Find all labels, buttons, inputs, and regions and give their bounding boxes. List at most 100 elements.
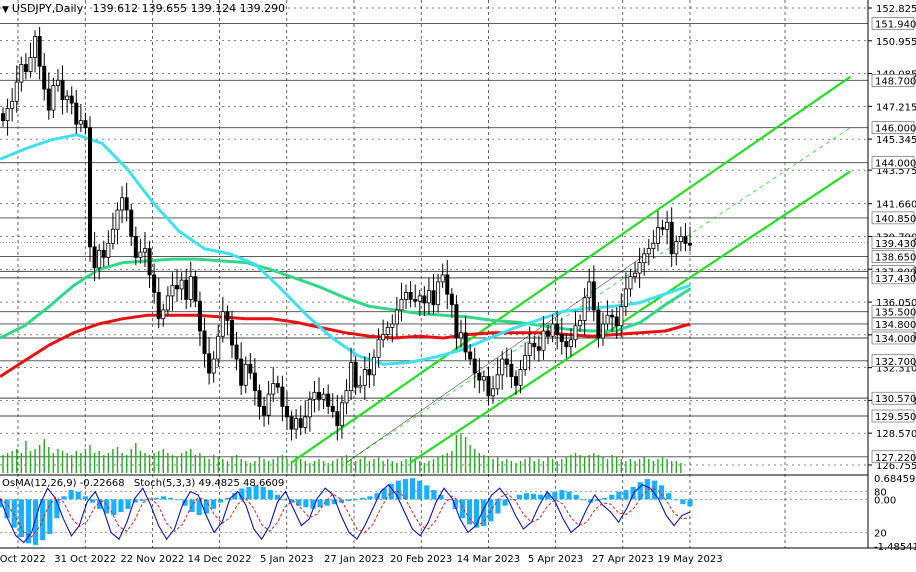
level-label-box (871, 354, 915, 367)
candle-body (142, 248, 147, 253)
price-axis: 152.825150.955149.085147.215145.345143.5… (0, 0, 916, 553)
candle-body (633, 272, 638, 278)
osma-bar (296, 499, 302, 506)
candle-body (591, 281, 596, 311)
level-label-box (871, 17, 915, 30)
osma-bar (424, 485, 430, 500)
candle-body (193, 276, 198, 302)
osma-bar (616, 491, 622, 500)
level-label-box (871, 450, 915, 464)
osma-bar (317, 499, 323, 508)
candle-body (417, 295, 422, 302)
candle-body (211, 358, 216, 374)
level-label-box (871, 236, 915, 250)
candle-body (578, 320, 583, 327)
osma-bar (395, 480, 401, 500)
candle-body (33, 36, 38, 58)
candle-body (138, 251, 143, 258)
candle-body (129, 209, 134, 237)
candle-body (184, 279, 189, 300)
candle-body (458, 332, 463, 339)
candle-body (88, 127, 93, 248)
candle-body (280, 386, 285, 407)
candle-body (161, 309, 166, 320)
osma-bar (61, 496, 67, 500)
oscillator-tick-label: 0.68459 (874, 474, 915, 485)
y-tick-label: 145.345 (876, 135, 916, 146)
candle-body (197, 300, 202, 332)
osma-bar (168, 497, 174, 500)
candle-body (587, 281, 592, 299)
y-tick-label: 126.755 (876, 461, 916, 472)
osma-bar (495, 499, 501, 514)
candle-body (266, 393, 271, 416)
level-label: 148.700 (875, 76, 916, 87)
candle-body (152, 274, 157, 293)
osma-bar (538, 494, 544, 500)
candle-body (426, 290, 431, 304)
osma-bar (580, 499, 586, 501)
osma-bar (89, 499, 96, 503)
candle-body (518, 369, 523, 386)
candle-body (14, 81, 19, 102)
candle-body (156, 292, 161, 320)
osma-bar (473, 499, 480, 528)
candle-body (106, 242, 111, 258)
level-label-box (871, 211, 915, 225)
candle-body (207, 353, 212, 374)
osma-bar (545, 493, 551, 500)
level-label-box (871, 121, 915, 134)
osma-bar (666, 493, 672, 500)
level-label: 135.500 (875, 308, 916, 319)
oscillator-panel (0, 478, 868, 545)
candle-body (367, 369, 372, 376)
y-tick-label: 128.570 (876, 429, 916, 440)
candle-body (582, 297, 587, 321)
candle-body (60, 79, 65, 100)
osma-bar (0, 499, 3, 508)
dropdown-arrow-icon[interactable]: ▼ (2, 5, 9, 15)
level-label-box (871, 331, 915, 345)
candle-body (688, 242, 693, 246)
level-label: 134.800 (875, 320, 916, 331)
osma-bar (4, 499, 10, 519)
osma-bar (658, 485, 665, 500)
osma-bar (111, 499, 117, 516)
candle-body (252, 372, 257, 391)
osma-bar (488, 499, 494, 522)
osma-bar (644, 479, 650, 500)
candle-body (376, 339, 381, 358)
oscillator-tick-label: -1.48541 (874, 542, 916, 553)
level-label: 146.000 (875, 124, 916, 135)
osma-bar (388, 483, 394, 500)
candle-body (614, 316, 619, 327)
candle-body (527, 342, 532, 356)
candle-body (504, 358, 509, 365)
osma-bar (18, 499, 24, 538)
osma-bar (381, 488, 387, 500)
candle-body (371, 356, 376, 376)
stoch-signal-line (0, 487, 691, 538)
level-label-box (871, 156, 915, 169)
candle-body (353, 362, 358, 388)
osma-bar (267, 490, 273, 500)
candle-body (262, 405, 267, 416)
level-label-box (871, 74, 915, 87)
osma-bar (331, 499, 337, 505)
osma-bar (651, 480, 658, 500)
candle-body (294, 418, 299, 430)
candle-body (532, 342, 537, 348)
osma-bar (82, 496, 88, 500)
channel-upper-line (290, 75, 851, 464)
candle-body (564, 341, 569, 348)
x-tick-label: 27 Jan 2023 (324, 554, 384, 565)
x-tick-label: 22 Nov 2022 (120, 554, 184, 565)
osma-bar (552, 491, 558, 500)
candle-body (175, 285, 180, 290)
osma-bar (11, 499, 17, 528)
candle-body (284, 405, 289, 418)
osma-bar (310, 499, 316, 509)
candle-body (477, 372, 482, 381)
